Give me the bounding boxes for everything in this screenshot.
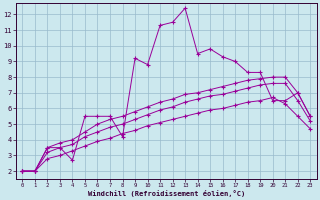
- X-axis label: Windchill (Refroidissement éolien,°C): Windchill (Refroidissement éolien,°C): [88, 190, 245, 197]
